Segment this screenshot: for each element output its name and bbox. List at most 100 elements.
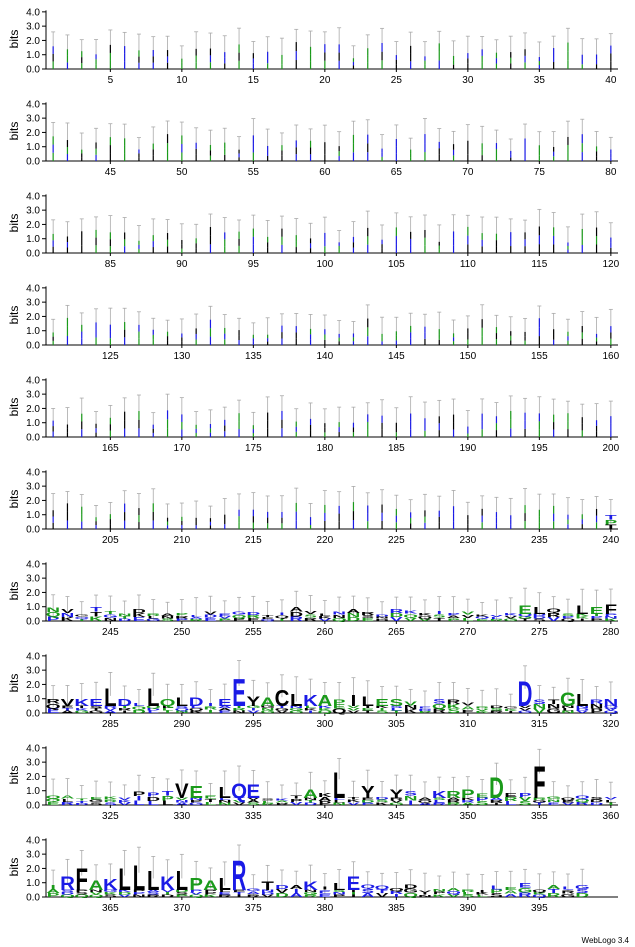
logo-letter-sliver: [538, 421, 540, 430]
logo-letter: T: [491, 802, 504, 805]
logo-letter-sliver: [352, 427, 355, 433]
logo-position-9: [165, 35, 170, 69]
logo-letter-sliver: [267, 517, 269, 524]
logo-letter-sliver: [95, 432, 97, 437]
logo-letter: N: [304, 889, 318, 892]
y-tick-label: 1.0: [26, 418, 40, 429]
logo-letter: E: [204, 795, 217, 800]
logo-position-273: GVK: [503, 597, 518, 622]
logo-letter: K: [504, 708, 518, 711]
logo-letter-sliver: [595, 244, 598, 253]
logo-letter-N: N: [603, 698, 618, 708]
logo-letter-sliver: [195, 55, 197, 63]
logo-position-81: [51, 219, 56, 253]
logo-letter: Q: [475, 616, 490, 619]
logo-letter: D: [375, 796, 389, 800]
logo-letter: R: [389, 608, 403, 614]
logo-letter: P: [447, 612, 460, 616]
logo-letter: V: [233, 800, 247, 803]
logo-letter-sliver: [238, 44, 240, 53]
logo-letter-sliver: [410, 332, 412, 339]
y-tick-label: 3.0: [26, 850, 40, 861]
logo-letter-sliver: [381, 520, 383, 529]
logo-letter-sliver: [252, 244, 254, 253]
logo-letter-sliver: [452, 238, 455, 246]
logo-position-192: [494, 402, 499, 437]
logo-letter: D: [275, 892, 289, 898]
logo-letter-sliver: [281, 338, 283, 345]
logo-letter-L: L: [333, 882, 346, 892]
logo-letter-sliver: [152, 56, 154, 63]
logo-letter: K: [318, 616, 332, 620]
logo-letter-sliver: [109, 232, 111, 240]
logo-position-83: [79, 218, 84, 253]
logo-letter-sliver: [252, 58, 254, 64]
logo-letter: R: [389, 890, 403, 894]
logo-position-217: [279, 495, 284, 529]
logo-position-231: [480, 495, 485, 529]
logo-letter-sliver: [267, 420, 269, 429]
logo-letter-sliver: [309, 61, 312, 69]
logo-letter-E: E: [89, 698, 103, 708]
logo-letter-sliver: [81, 521, 83, 529]
logo-letter-sliver: [610, 430, 612, 437]
logo-letter: A: [504, 889, 518, 894]
logo-letter: E: [333, 703, 346, 710]
logo-letter-sliver: [495, 430, 498, 437]
x-tick-label: 295: [245, 719, 262, 730]
logo-letter-sliver: [267, 242, 269, 248]
logo-letter-sliver: [410, 231, 412, 239]
logo-letter: R: [490, 619, 504, 622]
logo-letter: A: [447, 887, 461, 891]
logo-letter-sliver: [553, 227, 555, 236]
logo-letter-sliver: [538, 516, 540, 523]
logo-letter-sliver: [267, 63, 269, 69]
logo-letter-sliver: [267, 145, 269, 151]
logo-letter: Q: [89, 894, 104, 897]
logo-letter-sliver: [95, 517, 97, 522]
logo-letter-sliver: [52, 431, 54, 437]
logo-letter-sliver: [424, 229, 426, 238]
logo-position-245: NGT: [103, 595, 118, 622]
logo-letter: N: [118, 613, 132, 617]
logo-letter-sliver: [410, 245, 412, 253]
logo-letter-sliver: [209, 55, 212, 63]
logo-letter: V: [519, 708, 533, 711]
logo-letter-sliver: [52, 136, 54, 145]
x-tick-label: 370: [174, 903, 191, 914]
logo-letter-sliver: [524, 420, 526, 429]
logo-letter: A: [447, 615, 461, 619]
logo-letter-sliver: [124, 46, 126, 54]
logo-letter: D: [261, 892, 275, 895]
logo-letter-sliver: [52, 426, 54, 432]
logo-letter-sliver: [538, 336, 540, 345]
logo-letter-sliver: [138, 331, 140, 339]
logo-letter: Q: [389, 887, 404, 891]
logo-letter: G: [103, 889, 118, 892]
logo-letter: K: [118, 889, 132, 892]
logo-position-153: [508, 316, 513, 345]
logo-letter-sliver: [367, 236, 369, 245]
logo-letter: G: [503, 618, 518, 622]
logo-letter: S: [175, 892, 188, 895]
logo-letter-sliver: [252, 429, 254, 434]
logo-letter-sliver: [309, 424, 312, 431]
logo-letter-P: P: [461, 787, 475, 800]
logo-letter-sliver: [324, 423, 326, 428]
logo-letter-sliver: [338, 505, 340, 514]
x-tick-label: 250: [174, 627, 191, 638]
logo-letter: V: [175, 797, 189, 800]
logo-position-242: KNV: [61, 596, 75, 622]
logo-letter-sliver: [595, 64, 598, 69]
logo-letter: D: [175, 889, 189, 892]
logo-letter-sliver: [309, 418, 312, 425]
logo-letter-sliver: [81, 63, 83, 69]
logo-letter: P: [318, 800, 331, 806]
